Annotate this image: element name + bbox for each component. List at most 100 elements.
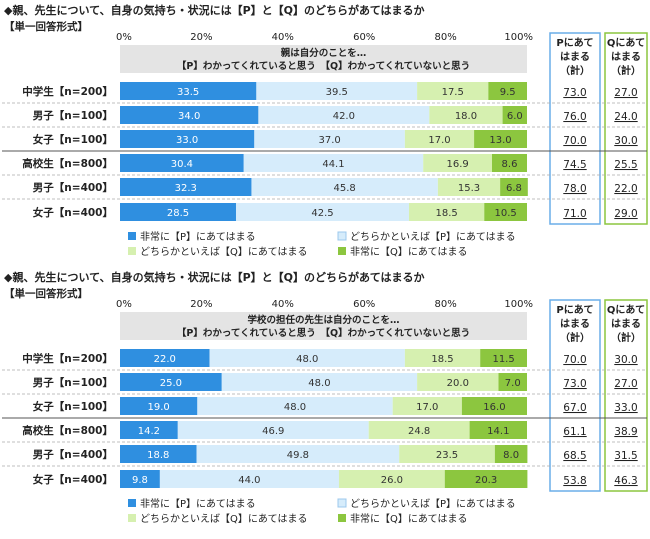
data-label: 28.5 (167, 208, 189, 219)
bar-segment (502, 106, 527, 124)
q-total-value: 30.0 (614, 135, 637, 147)
question-header-line1: 学校の担任の先生は自分のことを… (247, 314, 399, 326)
bar-segment (120, 203, 236, 221)
p-total-value: 73.0 (563, 87, 586, 99)
question-header-line2: 【P】わかってくれていると思う 【Q】わかってくれていないと思う (177, 60, 470, 72)
data-label: 48.0 (308, 378, 330, 389)
bar-segment (500, 178, 528, 196)
bar-segment (120, 397, 198, 415)
q-total-header: （計） (611, 331, 641, 344)
bar-segment (461, 397, 527, 415)
tick-label: 60% (353, 32, 375, 43)
data-label: 32.3 (175, 183, 197, 194)
legend-swatch (128, 514, 136, 522)
data-label: 19.0 (148, 402, 170, 413)
legend-label: どちらかといえば【P】にあてはまる (350, 231, 516, 243)
question-header-box (120, 312, 527, 340)
legend-swatch (128, 232, 136, 240)
data-label: 44.1 (322, 159, 344, 170)
data-label: 30.4 (171, 159, 193, 170)
category-label: 中学生【n=200】 (22, 352, 113, 365)
data-label: 48.0 (284, 402, 306, 413)
data-label: 10.5 (494, 208, 516, 219)
bar-segment (254, 130, 405, 148)
data-label: 39.5 (326, 87, 348, 98)
legend-swatch (338, 247, 346, 255)
bar-segment (474, 130, 527, 148)
p-total-value: 61.1 (563, 426, 586, 438)
category-label: 男子【n=100】 (33, 376, 113, 389)
data-label: 18.5 (435, 208, 457, 219)
chart-panel-1: ◆親、先生について、自身の気持ち・状況には【P】と【Q】のどちらがあてはまるか【… (2, 3, 648, 258)
data-label: 45.8 (334, 183, 356, 194)
bar-segment (491, 154, 527, 172)
data-label: 9.8 (132, 475, 148, 486)
data-label: 20.0 (447, 378, 469, 389)
bar-segment (120, 470, 160, 488)
data-label: 18.8 (147, 450, 169, 461)
bar-segment (120, 106, 259, 124)
data-label: 46.9 (262, 426, 284, 437)
tick-label: 80% (434, 299, 456, 310)
category-label: 男子【n=100】 (33, 109, 113, 122)
data-label: 42.5 (311, 208, 333, 219)
bar-segment (437, 178, 501, 196)
tick-label: 80% (434, 32, 456, 43)
data-label: 6.8 (506, 183, 522, 194)
data-label: 42.0 (333, 111, 355, 122)
chart-title: ◆親、先生について、自身の気持ち・状況には【P】と【Q】のどちらがあてはまるか (4, 270, 425, 284)
p-total-value: 68.5 (563, 450, 586, 462)
bar-segment (423, 154, 492, 172)
data-label: 49.8 (287, 450, 309, 461)
bar-segment (196, 445, 400, 463)
bar-segment (494, 445, 528, 463)
data-label: 14.2 (138, 426, 160, 437)
data-label: 6.0 (507, 111, 523, 122)
data-label: 8.6 (502, 159, 518, 170)
bar-segment (120, 82, 257, 100)
bar-segment (251, 178, 438, 196)
q-total-value: 25.5 (614, 159, 637, 171)
legend-label: どちらかといえば【Q】にあてはまる (140, 513, 307, 525)
q-total-column (604, 32, 648, 225)
bar-segment (120, 154, 244, 172)
category-label: 女子【n=400】 (33, 206, 113, 219)
data-label: 34.0 (178, 111, 200, 122)
q-total-value: 27.0 (614, 378, 637, 390)
data-label: 8.0 (503, 450, 519, 461)
data-label: 37.0 (318, 135, 340, 146)
data-label: 13.0 (489, 135, 511, 146)
bar-segment (235, 203, 409, 221)
bar-segment (368, 421, 470, 439)
p-total-value: 70.0 (563, 354, 586, 366)
bar-segment (209, 349, 405, 367)
category-label: 高校生【n=800】 (22, 157, 113, 170)
q-total-value: 27.0 (614, 87, 637, 99)
bar-segment (480, 349, 527, 367)
q-total-value: 38.9 (614, 426, 637, 438)
data-label: 25.0 (160, 378, 182, 389)
category-label: 男子【n=400】 (33, 181, 113, 194)
data-label: 9.5 (500, 87, 516, 98)
legend-swatch (338, 514, 346, 522)
legend-swatch (337, 231, 347, 241)
data-label: 44.0 (238, 475, 260, 486)
legend-label: 非常に【P】にあてはまる (140, 230, 256, 243)
q-total-column (604, 299, 648, 492)
legend-label: 非常に【Q】にあてはまる (350, 245, 467, 258)
p-total-column (549, 32, 601, 225)
p-total-header: Pにあて (556, 303, 593, 316)
bar-segment (408, 203, 485, 221)
p-total-header: Pにあて (556, 36, 593, 49)
bar-segment (197, 397, 393, 415)
p-total-header: はまる (560, 318, 590, 330)
bar-segment (120, 349, 210, 367)
chart-title: ◆親、先生について、自身の気持ち・状況には【P】と【Q】のどちらがあてはまるか (4, 3, 425, 17)
bar-segment (120, 130, 255, 148)
tick-label: 100% (504, 32, 533, 43)
legend-label: 非常に【Q】にあてはまる (350, 512, 467, 525)
q-total-header: Qにあて (607, 36, 645, 49)
data-label: 16.9 (446, 159, 468, 170)
q-total-value: 46.3 (614, 475, 637, 487)
